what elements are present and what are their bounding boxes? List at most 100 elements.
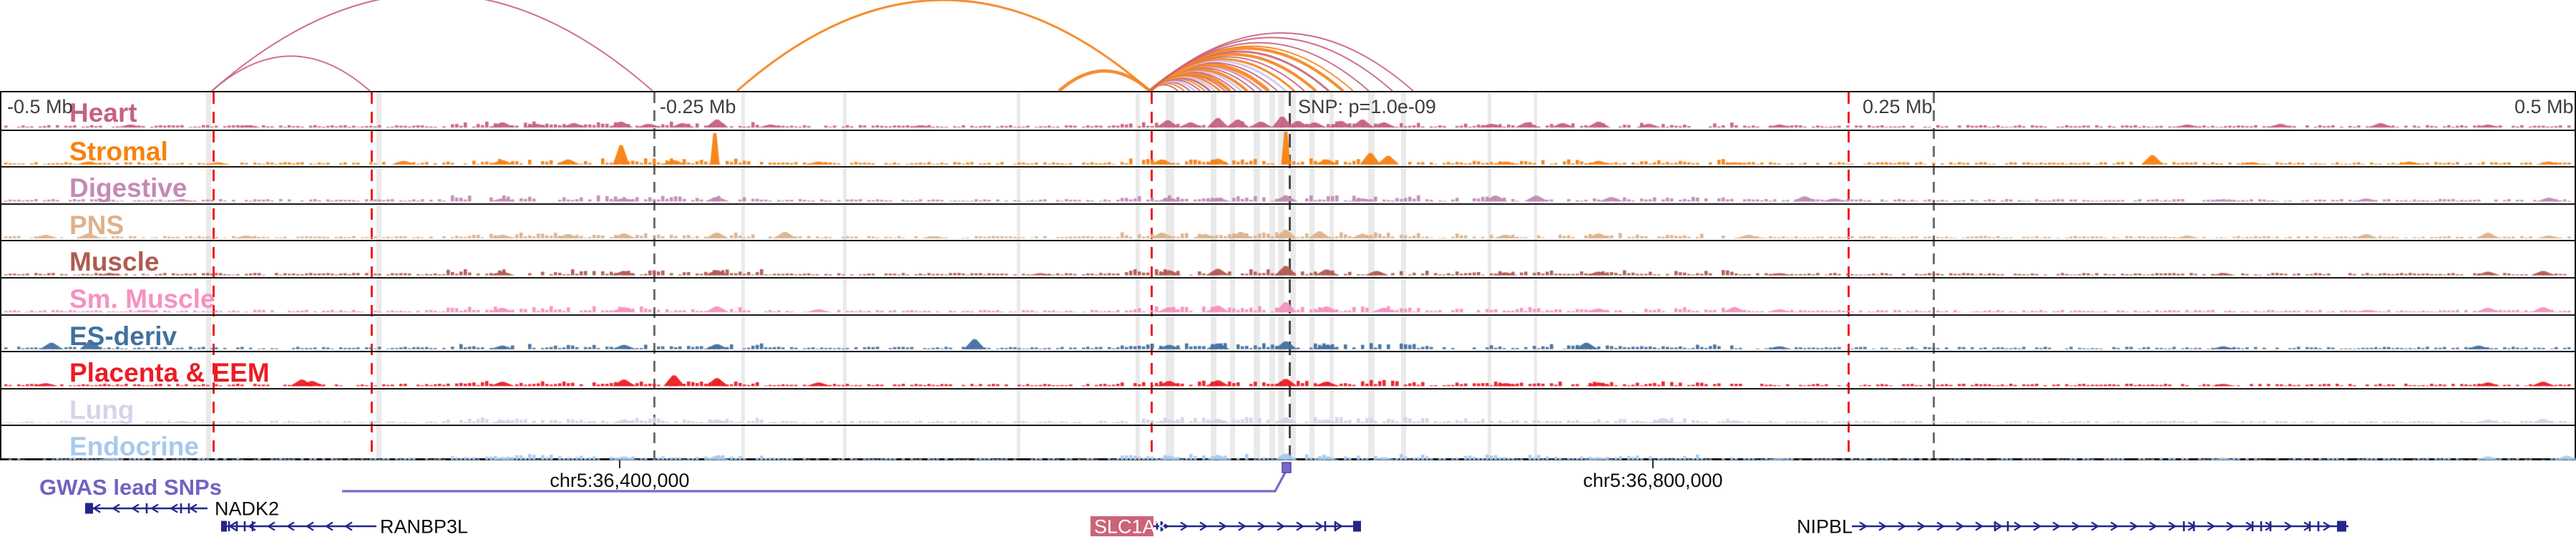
strand-arrow-icon xyxy=(1161,521,1170,531)
signal-tracks-panel: Heart Stromal Digestive PNS Muscle Sm. Muscle… xyxy=(0,91,2576,462)
gene-label-slc1a3: SLC1A3 xyxy=(1094,516,1166,537)
strand-arrow-icon xyxy=(266,521,275,531)
gene-annotations: chr5:36,400,000 chr5:36,800,000 NADK2 RANBP… xyxy=(85,460,2348,537)
strand-arrow-icon xyxy=(343,521,353,531)
strand-arrow-icon xyxy=(1994,521,2004,531)
strand-arrow-icon xyxy=(2033,521,2042,531)
interaction-arc xyxy=(211,55,371,92)
strand-arrow-icon xyxy=(2014,521,2023,531)
track-row-heart: Heart xyxy=(1,92,2575,130)
exon-tick xyxy=(2260,521,2263,531)
strand-arrow-icon xyxy=(130,503,140,513)
track-row-lung: Lung xyxy=(1,387,2575,425)
exon-tick xyxy=(2269,521,2272,531)
strand-arrow-icon xyxy=(1277,521,1286,531)
gene-label-nadk2: NADK2 xyxy=(215,498,279,520)
track-label: Stromal xyxy=(69,136,168,166)
strand-arrow-icon xyxy=(1257,521,1267,531)
strand-arrow-icon xyxy=(1315,521,1324,531)
exon-box xyxy=(2337,521,2346,532)
track-row-es-deriv: ES-deriv xyxy=(1,314,2575,352)
strand-arrow-icon xyxy=(2323,521,2332,531)
axis-label-minus-half-mb: -0.5 Mb xyxy=(7,96,73,117)
strand-arrow-icon xyxy=(286,521,295,531)
coordinate-axis-and-genes: chr5:36,400,000 chr5:36,800,000 NADK2 RANBP… xyxy=(0,460,2576,537)
strand-arrow-icon xyxy=(1180,521,1189,531)
interaction-arc xyxy=(1058,69,1151,92)
exon-box xyxy=(85,503,93,514)
track-label: Digestive xyxy=(69,173,187,203)
exon-tick xyxy=(2006,521,2009,531)
strand-arrow-icon xyxy=(1219,521,1228,531)
exon-box xyxy=(1353,521,1361,532)
strand-arrow-icon xyxy=(169,503,178,513)
gwas-lead-snps-label: GWAS lead SNPs xyxy=(39,475,222,500)
exon-tick xyxy=(2182,521,2185,531)
interaction-arcs xyxy=(211,0,1414,92)
strand-arrow-icon xyxy=(2052,521,2062,531)
gwas-pointer-line xyxy=(342,472,1287,493)
track-row-muscle: Muscle xyxy=(1,240,2575,277)
strand-arrow-icon xyxy=(1936,521,1946,531)
exon-tick xyxy=(2308,521,2311,531)
strand-arrow-icon xyxy=(111,503,120,513)
strand-arrow-icon xyxy=(1199,521,1209,531)
track-label: PNS xyxy=(69,210,125,240)
strand-arrow-icon xyxy=(1917,521,1926,531)
exon-tick xyxy=(145,503,148,513)
track-label: Heart xyxy=(69,98,137,127)
track-label: Sm. Muscle xyxy=(69,284,215,314)
strand-arrow-icon xyxy=(2226,521,2235,531)
track-row-pns: PNS xyxy=(1,203,2575,241)
exon-tick xyxy=(235,521,238,531)
exon-tick xyxy=(180,503,182,513)
strand-arrow-icon xyxy=(2149,521,2158,531)
track-row-endocrine: Endocrine xyxy=(1,425,2575,462)
gene-label-ranbp3l: RANBP3L xyxy=(380,516,468,537)
exon-tick xyxy=(2317,521,2320,531)
strand-arrow-icon xyxy=(2265,521,2274,531)
track-label: Placenta & EEM xyxy=(69,358,270,388)
strand-arrow-icon xyxy=(2110,521,2119,531)
exon-tick xyxy=(2251,521,2254,531)
strand-arrow-icon xyxy=(1296,521,1305,531)
track-label: Endocrine xyxy=(69,432,199,462)
gene-label-nipbl: NIPBL xyxy=(1797,516,1853,537)
track-row-sm-muscle: Sm. Muscle xyxy=(1,277,2575,314)
interaction-arc xyxy=(736,0,1151,92)
track-row-stromal: Stromal xyxy=(1,129,2575,167)
snp-pvalue-label: SNP: p=1.0e-09 xyxy=(1298,96,1436,117)
track-label: Lung xyxy=(69,395,135,425)
exon-tick xyxy=(2192,521,2195,531)
track-row-digestive: Digestive xyxy=(1,166,2575,203)
exon-tick xyxy=(243,521,246,531)
coordinate-label: chr5:36,400,000 xyxy=(550,470,689,491)
track-rows-layer: Heart Stromal Digestive PNS Muscle Sm. Muscle… xyxy=(1,92,2575,460)
strand-arrow-icon xyxy=(2129,521,2139,531)
strand-arrow-icon xyxy=(92,503,101,513)
gwas-snp-marker xyxy=(1282,462,1292,473)
strand-arrow-icon xyxy=(1956,521,1965,531)
exon-tick xyxy=(1994,521,1996,531)
axis-label-minus-quarter-mb: -0.25 Mb xyxy=(660,96,736,117)
interaction-arc xyxy=(1149,32,1414,92)
exon-tick xyxy=(1334,521,1337,531)
strand-arrow-icon xyxy=(305,521,314,531)
strand-arrow-icon xyxy=(1335,521,1344,531)
exon-tick xyxy=(1156,521,1158,531)
exon-tick xyxy=(1324,521,1327,531)
strand-arrow-icon xyxy=(188,503,197,513)
track-label: ES-deriv xyxy=(69,321,177,351)
strand-arrow-icon xyxy=(2072,521,2081,531)
track-label: Muscle xyxy=(69,247,160,277)
strand-arrow-icon xyxy=(150,503,159,513)
exon-tick xyxy=(187,503,190,513)
axis-label-plus-half-mb: 0.5 Mb xyxy=(2514,96,2574,117)
strand-arrow-icon xyxy=(1238,521,1247,531)
strand-arrow-icon xyxy=(1975,521,1984,531)
exon-tick xyxy=(1160,521,1163,531)
strand-arrow-icon xyxy=(2284,521,2293,531)
track-row-placenta-eem: Placenta & EEM xyxy=(1,351,2575,388)
strand-arrow-icon xyxy=(1859,521,1868,531)
strand-arrow-icon xyxy=(1878,521,1888,531)
